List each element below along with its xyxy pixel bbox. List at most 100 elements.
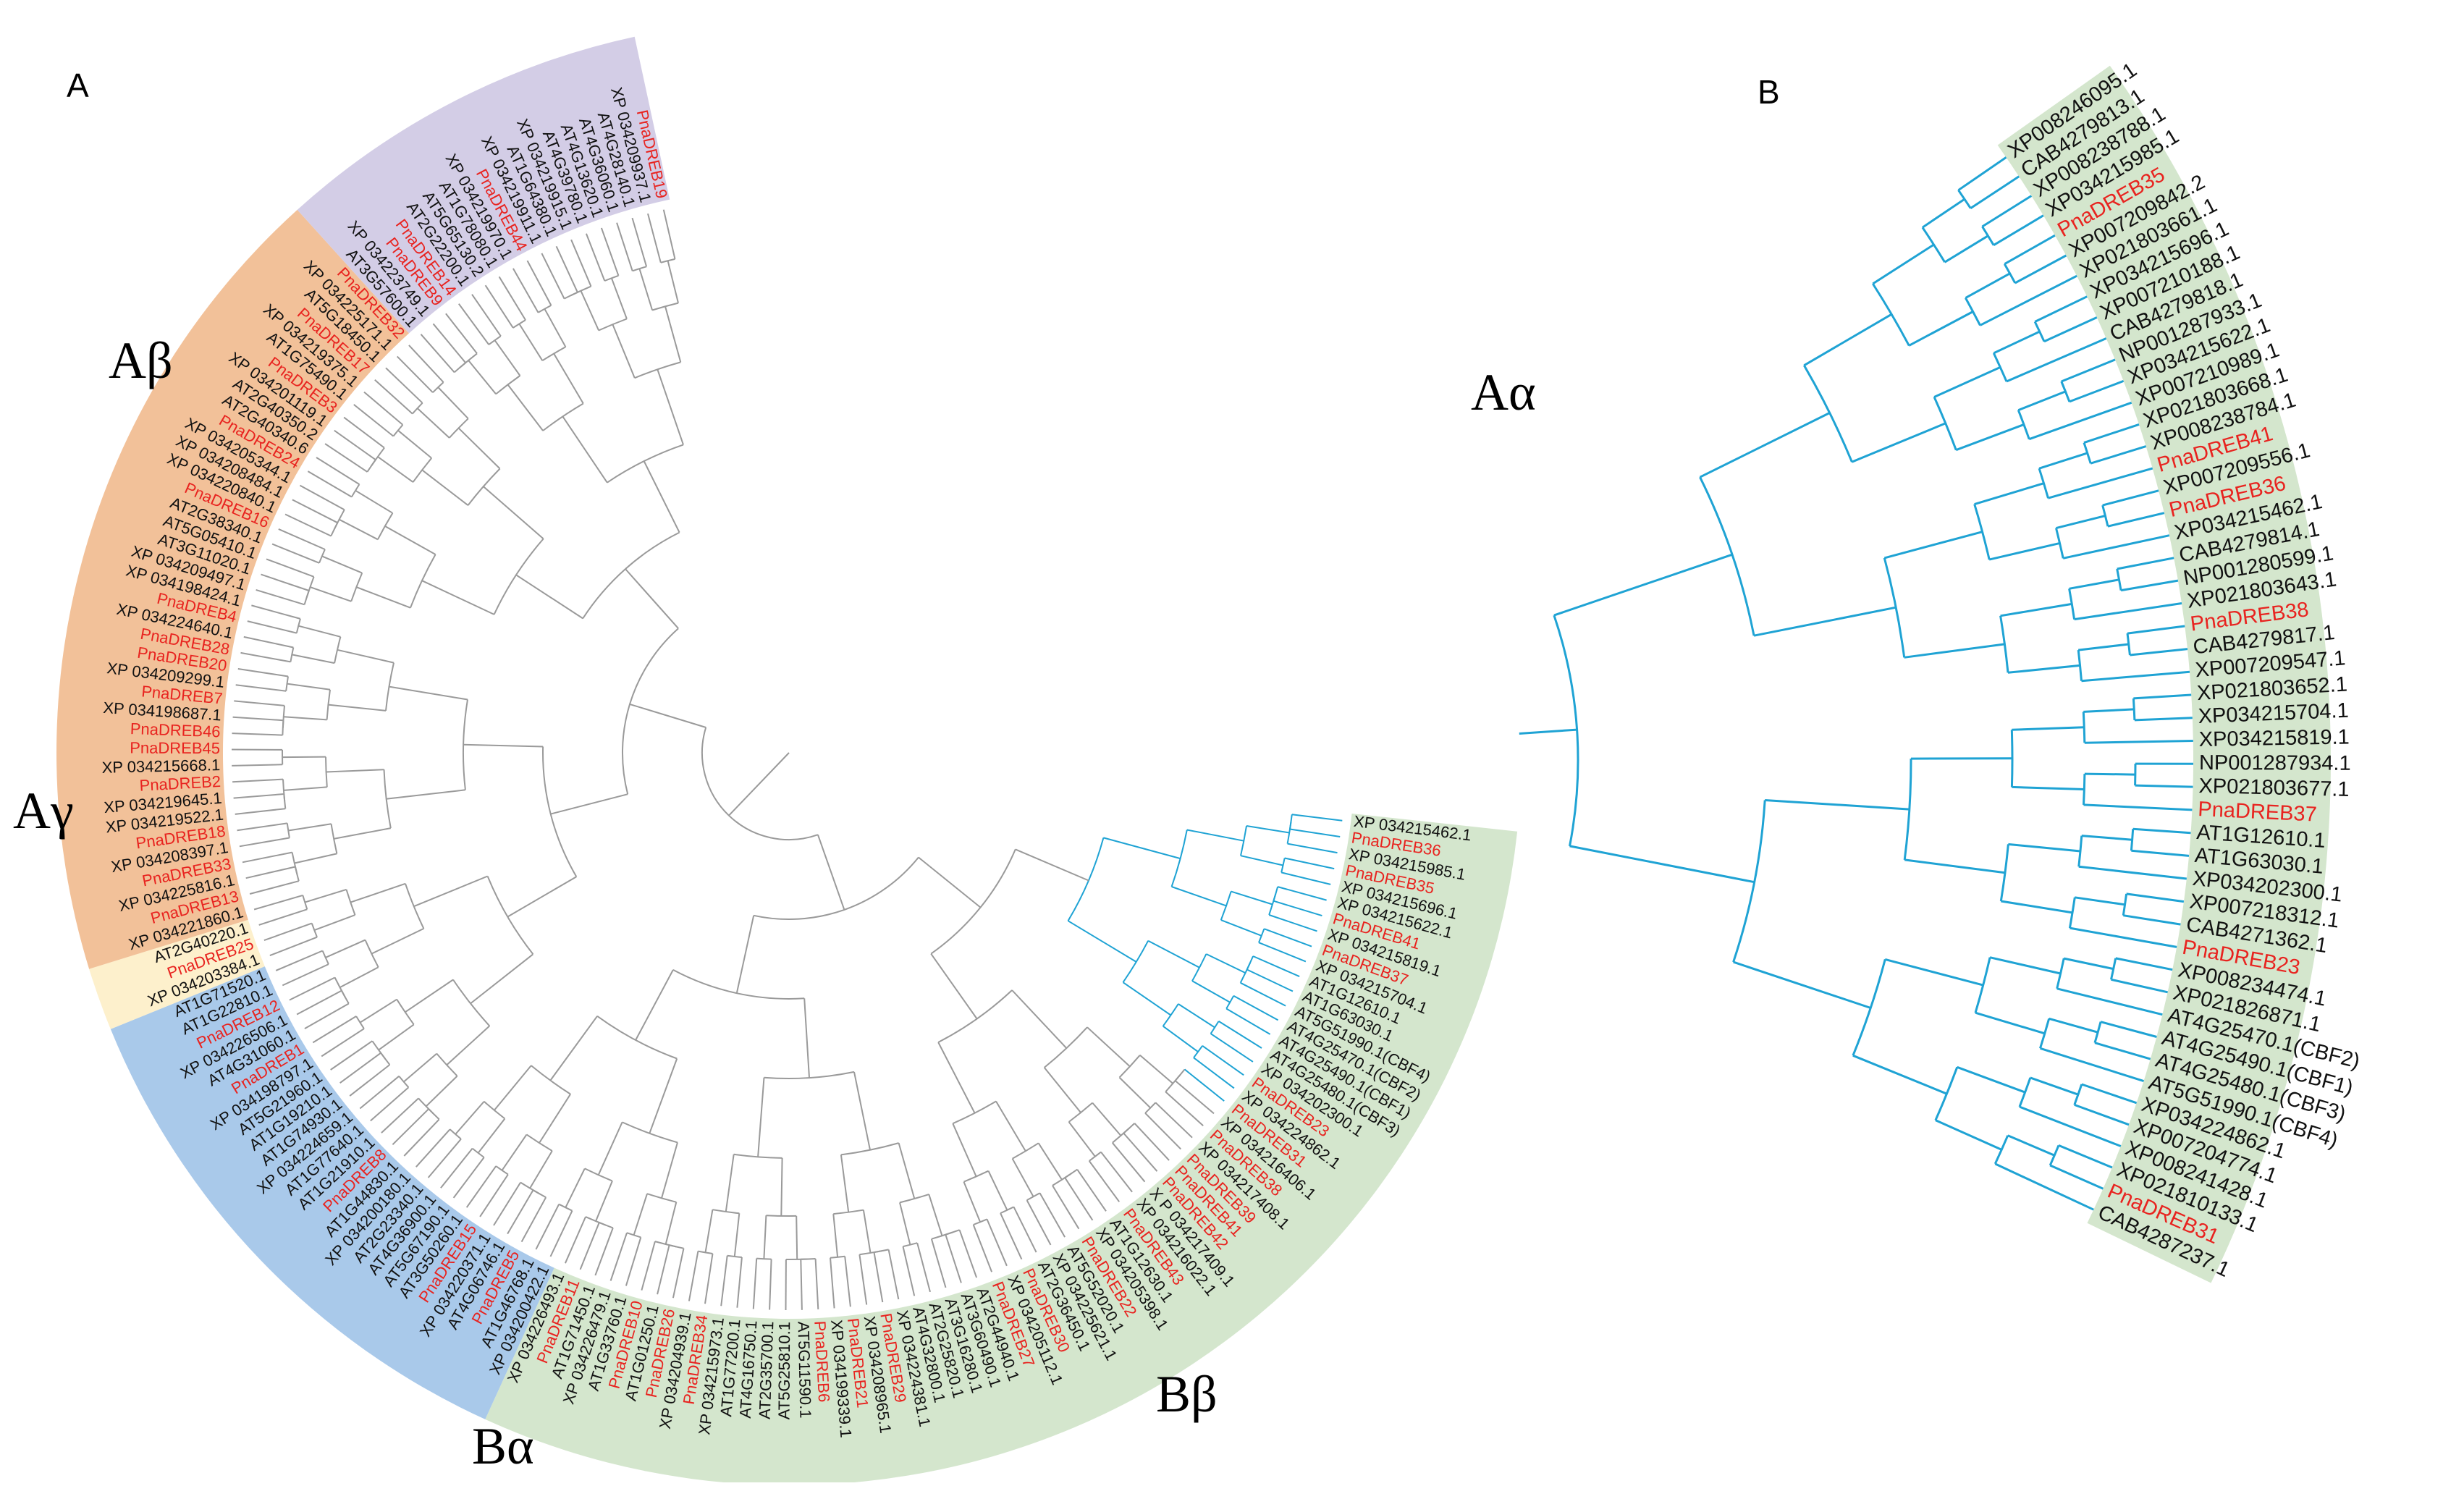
tree-branch: [334, 828, 391, 839]
tree-branch: [1123, 1134, 1157, 1172]
tree-branch: [467, 1166, 497, 1207]
tree-branch: [2083, 709, 2134, 712]
tree-branch: [276, 951, 322, 971]
tree-branch: [2039, 453, 2088, 468]
tree-branch: [371, 1087, 409, 1120]
tree-branch: [2075, 1105, 2129, 1124]
tree-branch: [264, 924, 312, 941]
tree-branch: [282, 964, 329, 985]
tree-branch: [2121, 581, 2178, 591]
tree-branch: [657, 369, 683, 444]
clade-label-a-alpha: Aα: [1471, 363, 1536, 421]
tree-branch: [818, 835, 845, 910]
tree-branch: [2123, 916, 2180, 924]
tree-branch: [508, 384, 544, 431]
tree-branch: [1734, 962, 1871, 1008]
tree-branch: [1246, 826, 1289, 833]
tree-branch: [284, 717, 327, 719]
tree-branch: [429, 1139, 461, 1178]
tree-branch: [550, 1016, 597, 1081]
tree-branch: [1936, 1120, 2001, 1150]
leaf-label: AT5G25810.1: [775, 1322, 794, 1419]
tree-branch: [422, 581, 494, 615]
tree-branch: [2049, 1018, 2098, 1032]
tree-branch: [2135, 785, 2193, 787]
tree-branch: [1554, 554, 1732, 615]
tree-branch: [2084, 424, 2139, 442]
tree-branch: [326, 940, 366, 958]
tree-branch: [495, 340, 520, 376]
leaf-label: XP034215819.1: [2198, 725, 2350, 751]
tree-branch: [287, 684, 331, 690]
tree-branch: [2064, 958, 2114, 969]
tree-branch: [292, 499, 337, 523]
panel-b-leaf-labels: XP008246095.1CAB4279813.1XP008238788.1XP…: [2004, 59, 2362, 1282]
tree-branch: [1014, 1207, 1037, 1252]
tree-branch: [864, 1210, 871, 1253]
tree-branch: [1172, 887, 1227, 905]
tree-branch: [2082, 672, 2190, 680]
tree-branch: [595, 1228, 612, 1275]
tree-branch: [1264, 929, 1312, 946]
tree-branch: [562, 416, 607, 482]
clade-label-b-alpha: Bα: [472, 1417, 534, 1475]
tree-branch: [242, 853, 292, 863]
tree-branch: [404, 1054, 437, 1082]
tree-branch: [356, 587, 410, 608]
tree-branch: [350, 884, 405, 903]
tree-branch: [1045, 1068, 1081, 1113]
tree-branch: [298, 626, 340, 637]
tree-branch: [1013, 1159, 1034, 1197]
tree-branch: [284, 787, 327, 790]
tree-branch: [2029, 402, 2131, 439]
tree-branch: [551, 794, 628, 814]
tree-branch: [1290, 829, 1340, 837]
tree-branch: [1148, 941, 1199, 968]
tree-branch: [737, 1257, 742, 1308]
tree-branch: [472, 295, 501, 337]
tree-branch: [364, 392, 402, 425]
tree-branch: [2056, 516, 2106, 528]
tree-branch: [581, 1223, 599, 1270]
tree-branch: [2133, 695, 2191, 698]
tree-branch: [244, 637, 294, 648]
tree-branch: [379, 1024, 414, 1050]
tree-branch: [551, 1211, 573, 1257]
tree-branch: [2130, 649, 2187, 655]
tree-branch: [1965, 274, 2009, 298]
leaf-label: XP021803677.1: [2198, 774, 2350, 801]
tree-branch: [1700, 413, 1830, 477]
tree-branch: [1253, 956, 1299, 976]
tree-branch: [633, 218, 647, 266]
tree-branch: [1292, 814, 1343, 821]
tree-branch: [1089, 1161, 1120, 1202]
panel-a-clade-sectors: [56, 37, 1517, 1482]
tree-branch: [360, 1076, 399, 1109]
tree-branch: [1983, 196, 2032, 227]
tree-branch: [1202, 1046, 1244, 1076]
tree-branch: [2030, 1078, 2078, 1094]
tree-branch: [649, 1059, 677, 1134]
panel-b-tree: [1519, 157, 2193, 1210]
tree-branch: [1884, 532, 1982, 558]
tree-branch: [769, 1259, 772, 1310]
tree-branch: [945, 1235, 961, 1283]
tree-branch: [288, 824, 331, 830]
tree-branch: [237, 823, 287, 830]
tree-branch: [602, 228, 619, 276]
tree-branch: [1970, 177, 2019, 208]
tree-branch: [917, 1243, 930, 1292]
tree-branch: [1087, 1027, 1130, 1066]
tree-branch: [2069, 928, 2177, 947]
tree-branch: [455, 1102, 484, 1134]
tree-branch: [378, 457, 413, 482]
tree-branch: [2082, 1084, 2137, 1103]
tree-branch: [516, 575, 583, 618]
tree-branch: [1993, 216, 2043, 245]
tree-branch: [1140, 1055, 1173, 1084]
tree-branch: [1959, 157, 2007, 190]
tree-branch: [254, 895, 303, 910]
tree-branch: [796, 1216, 797, 1259]
tree-branch: [314, 915, 355, 930]
tree-branch: [340, 1053, 381, 1084]
